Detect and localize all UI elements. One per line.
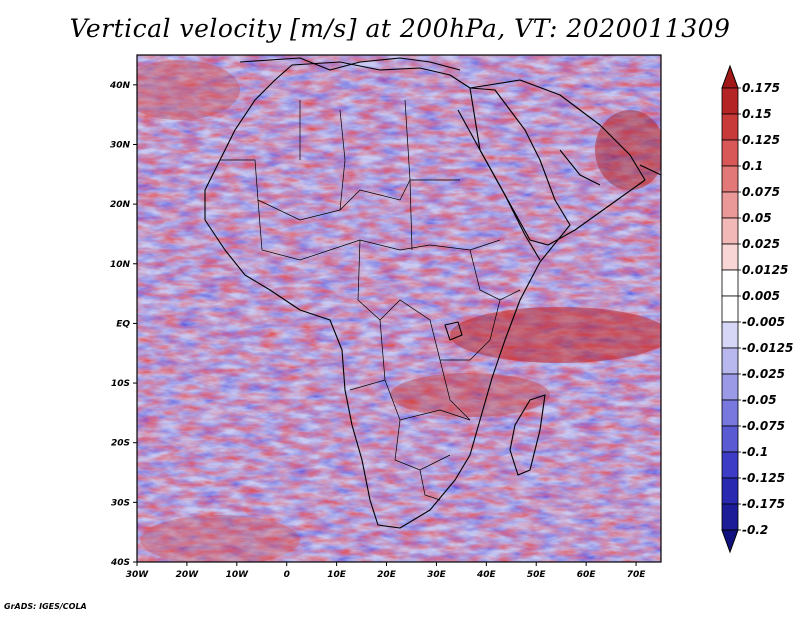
colorbar-label: -0.005 (742, 315, 785, 329)
colorbar-bottom-arrow (721, 529, 739, 554)
lon-label: 30E (427, 570, 447, 580)
colorbar-segment (721, 165, 739, 193)
country-borders (220, 99, 521, 501)
colorbar-label: 0.1 (742, 159, 763, 173)
colorbar-label: 0.005 (742, 289, 780, 303)
lon-label: 40E (476, 570, 497, 580)
colorbar-label: 0.125 (742, 133, 780, 147)
colorbar-segment (721, 477, 739, 505)
africa-coastline (204, 61, 571, 529)
colorbar-segment (721, 87, 739, 115)
colorbar-segment (721, 503, 739, 531)
arabia (469, 79, 646, 246)
colorbar-label: 0.0125 (742, 263, 788, 277)
colorbar: 0.175 0.15 0.125 0.1 0.075 0.05 0.025 0.0125 0.0… (721, 64, 793, 554)
chart-title: Vertical velocity [m/s] at 200hPa, VT: 2… (69, 14, 731, 43)
madagascar (509, 394, 546, 476)
colorbar-label: -0.175 (742, 497, 785, 511)
lon-label: 20W (176, 570, 200, 580)
colorbar-label: -0.025 (742, 367, 785, 381)
colorbar-label: 0.025 (742, 237, 780, 251)
vertical-velocity-field (137, 55, 661, 562)
lat-label: 10S (111, 379, 130, 389)
colorbar-label: 0.15 (742, 107, 772, 121)
colorbar-label: -0.075 (742, 419, 785, 433)
europe-coast (239, 57, 461, 71)
colorbar-segment (721, 295, 739, 323)
grads-credit: GrADS: IGES/COLA (4, 602, 87, 611)
lat-label: 20S (111, 439, 130, 449)
lat-label: 30S (111, 498, 130, 508)
colorbar-label: 0.05 (742, 211, 772, 225)
colorbar-segment (721, 451, 739, 479)
lon-label: 60E (577, 570, 597, 580)
lon-label: 10W (226, 570, 250, 580)
colorbar-segment (721, 139, 739, 167)
lat-label: EQ (116, 319, 130, 329)
colorbar-segment (721, 243, 739, 271)
lon-label: 50E (527, 570, 547, 580)
colorbar-segment (721, 321, 739, 349)
persian-gulf (559, 149, 601, 186)
longitude-axis: 30W 20W 10W 0 10E 20E 30E 40E 50E 60E 70E (126, 562, 646, 580)
lon-label: 30W (126, 570, 150, 580)
lon-label: 70E (627, 570, 647, 580)
colorbar-label: -0.125 (742, 471, 785, 485)
lat-label: 30N (110, 140, 131, 150)
colorbar-label: -0.1 (742, 445, 768, 459)
india (639, 164, 661, 230)
lon-label: 10E (327, 570, 347, 580)
colorbar-segment (721, 269, 739, 297)
colorbar-segment (721, 217, 739, 245)
lat-label: 20N (110, 200, 131, 210)
colorbar-segment (721, 191, 739, 219)
colorbar-segment (721, 425, 739, 453)
latitude-axis: 40N 30N 20N 10N EQ 10S 20S 30S 40S (109, 81, 137, 568)
map-frame (136, 54, 662, 563)
colorbar-top-arrow (721, 64, 739, 89)
colorbar-label: 0.175 (742, 81, 780, 95)
colorbar-label: -0.2 (742, 523, 768, 537)
colorbar-label: 0.075 (742, 185, 780, 199)
lake-victoria (444, 321, 463, 341)
colorbar-label: -0.05 (742, 393, 777, 407)
colorbar-label: -0.0125 (742, 341, 793, 355)
colorbar-segment (721, 373, 739, 401)
colorbar-segment (721, 113, 739, 141)
lon-label: 20E (377, 570, 397, 580)
lat-label: 40S (110, 558, 130, 568)
lat-label: 10N (110, 260, 131, 270)
colorbar-segment (721, 399, 739, 427)
colorbar-segment (721, 347, 739, 375)
lon-label: 0 (284, 570, 290, 580)
lat-label: 40N (109, 81, 131, 91)
coastlines (204, 57, 661, 529)
